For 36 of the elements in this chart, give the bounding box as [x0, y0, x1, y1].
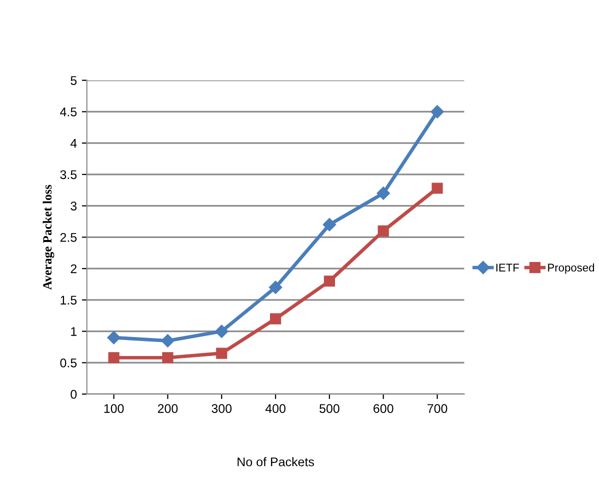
x-tick-label: 300	[212, 404, 232, 413]
y-tick-label: 1	[71, 327, 77, 336]
x-tick-label: 400	[265, 404, 286, 413]
point	[430, 105, 444, 118]
point	[324, 276, 336, 287]
point	[268, 280, 282, 294]
x-tick-label: 700	[427, 404, 448, 413]
y-tick-label: 0.5	[60, 358, 77, 368]
x-tick-label: 200	[158, 404, 178, 413]
x-axis-title: No of Packets	[238, 457, 314, 466]
legend-label: IETF	[496, 264, 519, 272]
point	[107, 331, 120, 344]
point	[378, 225, 389, 236]
y-tick-label: 3	[70, 202, 77, 210]
point	[108, 352, 120, 364]
y-tick-label: 3.5	[60, 170, 77, 180]
x-tick-label: 100	[104, 404, 124, 413]
point	[322, 218, 336, 232]
point	[162, 352, 174, 364]
x-tick-label: 600	[374, 404, 394, 413]
point	[216, 348, 228, 359]
point	[376, 186, 390, 200]
y-tick-label: 4.5	[60, 108, 77, 116]
y-axis-title: Average Packet loss	[42, 184, 54, 290]
point	[161, 334, 174, 348]
y-tick-label: 5	[70, 76, 77, 85]
point	[432, 182, 443, 194]
point	[270, 313, 282, 324]
y-tick-label: 2.5	[60, 232, 77, 242]
legend-label: Proposed	[548, 263, 594, 274]
y-tick-label: 1.5	[60, 296, 77, 305]
x-tick-label: 500	[320, 404, 340, 413]
y-tick-label: 0	[70, 390, 77, 399]
point	[215, 324, 228, 338]
y-tick-label: 4	[70, 139, 77, 148]
y-tick-label: 2	[70, 264, 77, 274]
